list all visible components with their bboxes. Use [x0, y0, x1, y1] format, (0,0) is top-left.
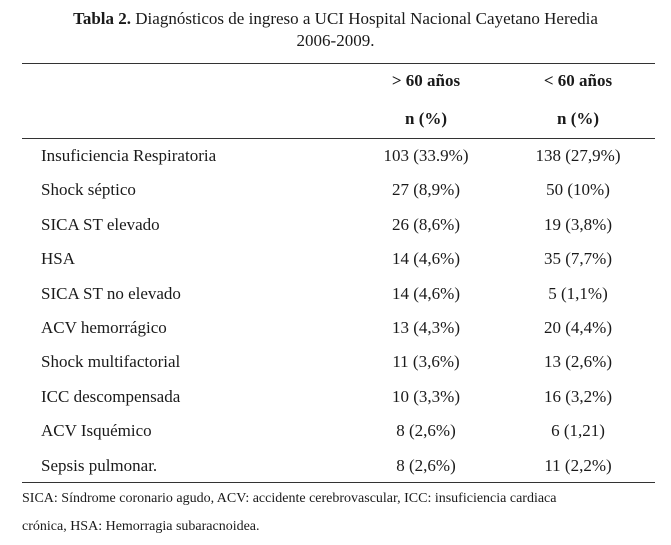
under-60-cell: 16 (3,2%) [544, 386, 612, 406]
top-rule [22, 63, 655, 64]
table-row: ICC descompensada 10 (3,3%) 16 (3,2%) [0, 379, 671, 413]
table-row: Sepsis pulmonar. 8 (2,6%) 11 (2,2%) [0, 448, 671, 482]
table-row: Shock multifactorial 11 (3,6%) 13 (2,6%) [0, 344, 671, 378]
diagnosis-cell: Insuficiencia Respiratoria [41, 146, 217, 165]
over-60-cell: 10 (3,3%) [392, 386, 460, 406]
under-60-cell: 50 (10%) [546, 180, 610, 200]
over-60-cell: 11 (3,6%) [392, 352, 460, 372]
table-row: Insuficiencia Respiratoria 103 (33.9%) 138… [0, 138, 671, 172]
over-60-cell: 8 (2,6%) [396, 421, 456, 441]
over-60-cell: 13 (4,3%) [392, 317, 460, 337]
header-rule [22, 138, 655, 139]
diagnosis-cell: HSA [41, 249, 76, 269]
diagnosis-cell: Shock séptico [41, 180, 136, 200]
over-60-cell: 103 (33.9%) [383, 146, 469, 165]
under-60-cell: 138 (27,9%) [535, 146, 621, 165]
footnote-line2: crónica, HSA: Hemorragia subaracnoidea. [22, 519, 260, 534]
table-title-line2: 2006-2009. [296, 31, 375, 50]
diagnosis-cell: SICA ST no elevado [41, 283, 181, 303]
under-60-cell: 35 (7,7%) [544, 249, 612, 269]
diagnosis-cell: ACV hemorrágico [41, 317, 167, 337]
table-title-line1: Diagnósticos de ingreso a UCI Hospital N… [135, 9, 598, 28]
footnote-line1: SICA: Síndrome coronario agudo, ACV: acc… [22, 491, 557, 506]
table-row: ACV Isquémico 8 (2,6%) 6 (1,21) [0, 413, 671, 447]
table-body: Insuficiencia Respiratoria 103 (33.9%) 138… [0, 138, 671, 482]
diagnosis-cell: ACV Isquémico [41, 421, 152, 441]
column-unit-over-60: n (%) [404, 109, 448, 128]
column-unit-under-60: n (%) [556, 109, 600, 128]
diagnosis-cell: SICA ST elevado [41, 214, 160, 234]
column-header-under-60: < 60 años [543, 71, 613, 90]
bottom-rule [22, 482, 655, 483]
table-row: SICA ST no elevado 14 (4,6%) 5 (1,1%) [0, 276, 671, 310]
under-60-cell: 6 (1,21) [551, 421, 605, 441]
table-row: HSA 14 (4,6%) 35 (7,7%) [0, 241, 671, 275]
table-title: Tabla 2. Diagnósticos de ingreso a UCI H… [0, 8, 671, 52]
under-60-cell: 5 (1,1%) [548, 283, 608, 303]
over-60-cell: 27 (8,9%) [392, 180, 460, 200]
column-header-over-60: > 60 años [391, 71, 461, 90]
under-60-cell: 11 (2,2%) [544, 455, 612, 475]
diagnosis-cell: Sepsis pulmonar. [41, 455, 158, 475]
table-row: ACV hemorrágico 13 (4,3%) 20 (4,4%) [0, 310, 671, 344]
over-60-cell: 8 (2,6%) [396, 455, 456, 475]
diagnosis-cell: Shock multifactorial [41, 352, 181, 372]
under-60-cell: 20 (4,4%) [544, 317, 612, 337]
diagnosis-cell: ICC descompensada [41, 386, 181, 406]
table-row: Shock séptico 27 (8,9%) 50 (10%) [0, 172, 671, 206]
table-label: Tabla 2. [73, 9, 132, 28]
over-60-cell: 14 (4,6%) [392, 283, 460, 303]
table-row: SICA ST elevado 26 (8,6%) 19 (3,8%) [0, 207, 671, 241]
under-60-cell: 13 (2,6%) [544, 352, 612, 372]
over-60-cell: 14 (4,6%) [392, 249, 460, 269]
footnote: SICA: Síndrome coronario agudo, ACV: acc… [22, 485, 662, 541]
under-60-cell: 19 (3,8%) [544, 214, 612, 234]
over-60-cell: 26 (8,6%) [392, 214, 460, 234]
